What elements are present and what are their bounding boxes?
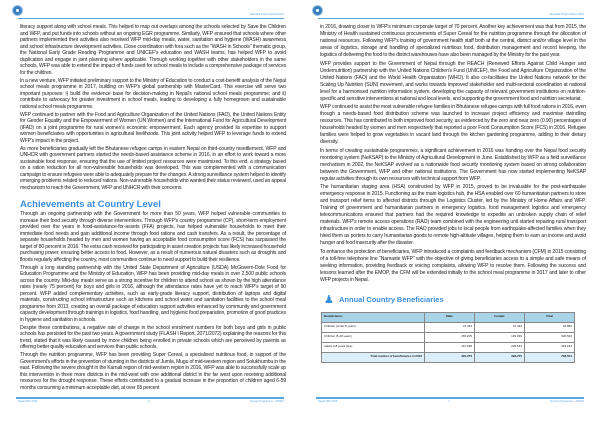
cell: Children (under 5 years) <box>321 321 425 333</box>
cell: 398,275 <box>474 351 525 363</box>
cell: 47,433 <box>474 321 525 333</box>
left-page: Standard Project Report 2016 literacy su… <box>12 5 287 403</box>
wfp-logo-icon <box>312 5 323 16</box>
footer-divider <box>316 397 584 399</box>
beneficiaries-heading: ♟ Annual Country Beneficiaries <box>324 294 586 306</box>
right-page: Standard Project Report 2016 in 2016, dr… <box>300 0 600 424</box>
wfp-logo-icon <box>12 5 23 16</box>
right-body: in 2016, drawing closer to WFP's minimum… <box>320 24 586 363</box>
paragraph: As more beneficiaries gradually left the… <box>20 145 286 191</box>
paragraph: WFP continued to partner with the Food a… <box>20 111 286 144</box>
footer-left: Nepal (NP) 2016 <box>18 400 38 403</box>
table-header-row: Beneficiaries Male Female Total <box>321 311 575 323</box>
cell: 400,276 <box>424 351 475 363</box>
paragraph: WFP provides support to the Government o… <box>320 60 586 102</box>
beneficiaries-title: Annual Country Beneficiaries <box>339 295 444 304</box>
cell: 197,638 <box>424 341 475 353</box>
left-body: literacy support along with school meals… <box>20 24 286 393</box>
paragraph: in 2016, drawing closer to WFP's minimum… <box>320 24 586 58</box>
header-report-label: Standard Project Report 2016 <box>249 13 284 16</box>
column-header: Male <box>424 311 475 323</box>
paragraph: WFP continued to assist the most vulnera… <box>320 104 586 145</box>
header-report-label: Standard Project Report 2016 <box>549 13 584 16</box>
people-icon: ♟ <box>324 293 334 306</box>
cell: 798,551 <box>524 351 575 363</box>
footer-left: Nepal (NP) 2016 <box>318 400 338 403</box>
page-number: 7 <box>448 400 450 403</box>
paragraph: The humanitarian staging area (HSA) cons… <box>320 184 586 246</box>
table-total-row: Total number of beneficiaries in 2016 40… <box>321 351 575 363</box>
paragraph: In terms of creating sustainable program… <box>320 147 586 182</box>
cell: 94,866 <box>524 321 575 333</box>
column-header: Beneficiaries <box>321 311 425 323</box>
paragraph: literacy support along with school meals… <box>20 24 286 76</box>
footer-divider <box>16 397 284 399</box>
paragraph: Despite these contributions, a negative … <box>20 324 286 351</box>
table-row: Children (5-18 years) 155,205 145,299 30… <box>321 331 575 343</box>
table-row: Adults (18 years plus) 197,638 205,543 4… <box>321 341 575 353</box>
cell: Children (5-18 years) <box>321 331 425 343</box>
column-header: Total <box>524 311 575 323</box>
cell: 403,181 <box>524 341 575 353</box>
column-header: Female <box>474 311 525 323</box>
cell: 145,299 <box>474 331 525 343</box>
paragraph: In a new venture, WFP initiated prelimin… <box>20 77 286 110</box>
paragraph: Through an ongoing partnership with the … <box>20 211 286 263</box>
cell: 155,205 <box>424 331 475 343</box>
footer-right: Country Programme - 200319 <box>549 400 584 403</box>
paragraph: Through the nutrition programme, WFP has… <box>20 352 286 391</box>
table-row: Children (under 5 years) 47,433 47,433 9… <box>321 321 575 333</box>
beneficiaries-table: Beneficiaries Male Female Total Children… <box>321 311 575 363</box>
cell: Total number of beneficiaries in 2016 <box>321 351 425 363</box>
cell: 47,433 <box>424 321 475 333</box>
section-title: Achievements at Country Level <box>20 199 161 210</box>
cell: Adults (18 years plus) <box>321 341 425 353</box>
cell: 300,504 <box>524 331 575 343</box>
paragraph: To enhance the protection of beneficiari… <box>320 248 586 283</box>
cell: 205,543 <box>474 341 525 353</box>
header-divider <box>18 18 284 19</box>
header-divider <box>318 18 584 19</box>
page-number: 6 <box>148 400 150 403</box>
footer-right: Country Programme - 200319 <box>249 400 284 403</box>
paragraph: Through a long standing partnership with… <box>20 264 286 323</box>
